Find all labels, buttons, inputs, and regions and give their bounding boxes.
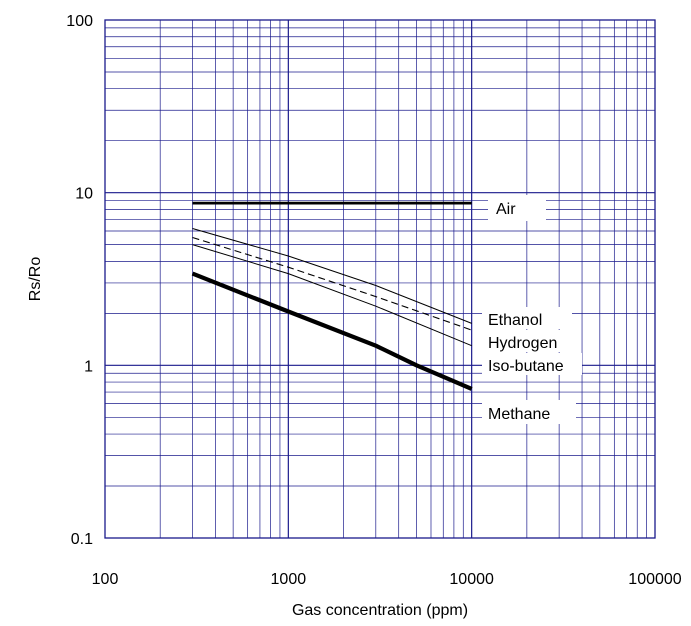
series-line-ethanol [192, 228, 472, 324]
plot-frame [104, 19, 656, 539]
x-tick-label: 10000 [449, 571, 494, 588]
x-axis-ticks: 100 1000 10000 100000 [92, 571, 682, 588]
y-tick-label: 100 [66, 13, 93, 30]
plot-background [105, 20, 655, 538]
x-tick-label: 100 [92, 571, 119, 588]
x-axis-title: Gas concentration (ppm) [292, 602, 468, 619]
series-label-bg-air [488, 195, 546, 221]
series-line-iso-butane [192, 244, 472, 347]
series-labels: Air Ethanol Hydrogen Iso-butane Methane [482, 195, 582, 424]
series-label-iso-butane: Iso-butane [488, 358, 564, 375]
series-label-bg-methane [482, 400, 576, 424]
series-label-bg-ethanol [482, 307, 572, 329]
grid [105, 20, 655, 538]
series-label-bg-hydrogen [482, 330, 572, 352]
x-tick-label: 100000 [628, 571, 681, 588]
y-axis-ticks: 100 10 1 0.1 [66, 13, 93, 548]
series-label-air: Air [496, 201, 516, 218]
series-line-hydrogen [192, 236, 472, 331]
y-tick-label: 0.1 [71, 531, 93, 548]
series-group [191, 201, 473, 391]
series-label-bg-iso-butane [482, 353, 582, 375]
x-tick-label: 1000 [271, 571, 307, 588]
y-tick-label: 1 [84, 358, 93, 375]
y-axis-title: Rs/Ro [27, 257, 44, 302]
series-label-hydrogen: Hydrogen [488, 335, 557, 352]
y-tick-label: 10 [75, 186, 93, 203]
series-label-ethanol: Ethanol [488, 312, 542, 329]
series-line-methane [191, 271, 473, 391]
series-label-methane: Methane [488, 406, 550, 423]
